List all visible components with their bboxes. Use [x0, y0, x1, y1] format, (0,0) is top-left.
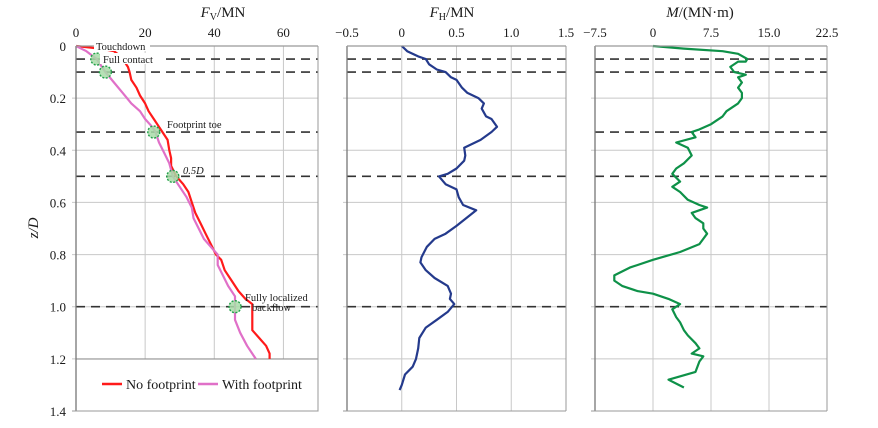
x-tick-label: 0 [650, 25, 657, 40]
annotation-backflow-2: backflow [252, 303, 291, 314]
y-tick-label: 1.2 [50, 352, 66, 367]
x-tick-label: 0 [399, 25, 406, 40]
y-tick-label: 1.4 [50, 404, 67, 419]
y-tick-label: 0 [60, 39, 67, 54]
reference-dashed-lines [76, 58, 827, 308]
x-tick-label: −7.5 [583, 25, 607, 40]
y-tick-label: 0.6 [50, 195, 67, 210]
legend-box [75, 358, 319, 412]
annotation-touchdown: Touchdown [96, 42, 146, 53]
legend-label-with-footprint: With footprint [222, 378, 302, 393]
x-tick-label: 15.0 [758, 25, 781, 40]
series-line-m [613, 44, 749, 389]
annotation-backflow-1: Fully localized [245, 293, 308, 304]
legend-label-no-footprint: No footprint [126, 378, 196, 393]
axes-layer: 0 20 40 60 −0.5 0 0.5 1.0 1.5 −7.5 0 7.5 15.0 22.5 0 0.… [50, 25, 839, 419]
x-tick-label: 1.5 [558, 25, 574, 40]
event-marker [98, 65, 113, 79]
y-axis-label: z/D [26, 217, 42, 239]
y-tick-label: 0.2 [50, 91, 66, 106]
event-markers [90, 52, 242, 314]
panel-title-fv: FV/MN [200, 5, 246, 23]
legend: No footprint With footprint [75, 358, 319, 412]
y-tick-label: 0.8 [50, 248, 66, 263]
annotations: Touchdown Full contact Footprint toe 0.5… [94, 40, 308, 314]
x-tick-label: 0 [73, 25, 80, 40]
panel-title-fh: FH/MN [429, 5, 475, 23]
panel-title-moment: M/(MN·m) [665, 5, 734, 21]
series-layer [75, 44, 749, 391]
annotation-half-d: 0.5D [183, 166, 204, 177]
event-marker [166, 169, 180, 184]
series-line-no-footprint [75, 44, 271, 359]
event-marker [228, 300, 242, 314]
grid-layer [72, 46, 828, 411]
x-tick-label: 20 [139, 25, 152, 40]
x-tick-label: −0.5 [335, 25, 359, 40]
y-tick-label: 1.0 [50, 300, 66, 315]
x-tick-label: 60 [277, 25, 290, 40]
x-tick-label: 0.5 [448, 25, 464, 40]
series-line-f-h [398, 45, 499, 391]
annotation-full-contact: Full contact [103, 55, 153, 66]
x-tick-label: 22.5 [816, 25, 839, 40]
y-tick-label: 0.4 [50, 143, 67, 158]
event-marker [147, 125, 161, 139]
annotation-footprint-toe: Footprint toe [167, 120, 222, 131]
x-tick-label: 40 [208, 25, 221, 40]
x-tick-label: 1.0 [503, 25, 519, 40]
x-tick-label: 7.5 [703, 25, 719, 40]
